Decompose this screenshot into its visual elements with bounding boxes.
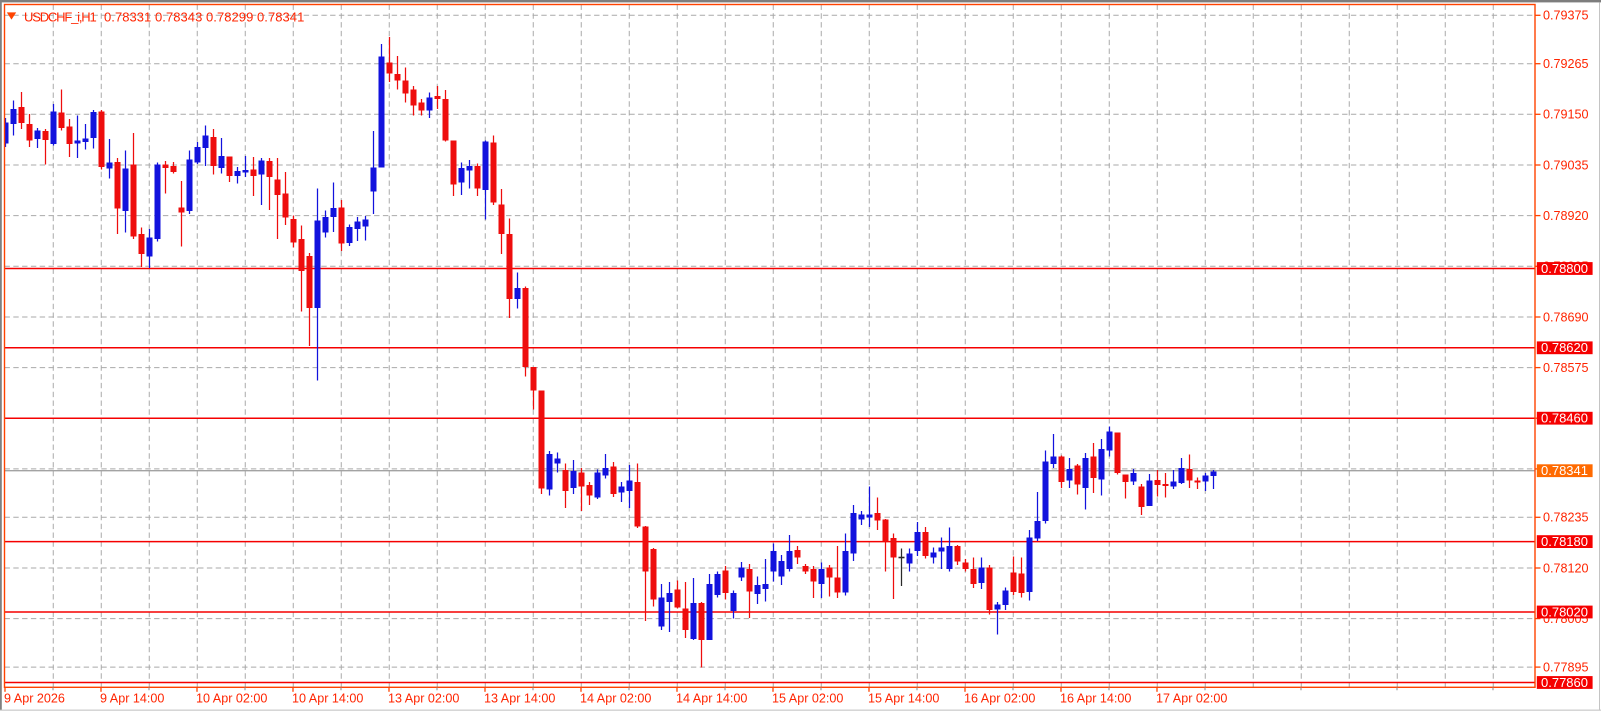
svg-text:15 Apr 14:00: 15 Apr 14:00 <box>868 692 939 706</box>
svg-text:USDCHF_i,H1: USDCHF_i,H1 <box>24 10 96 25</box>
svg-text:17 Apr 02:00: 17 Apr 02:00 <box>1156 692 1227 706</box>
svg-text:0.78620: 0.78620 <box>1541 340 1588 355</box>
svg-text:0.78800: 0.78800 <box>1541 261 1588 276</box>
svg-text:10 Apr 14:00: 10 Apr 14:00 <box>292 692 363 706</box>
svg-text:0.78120: 0.78120 <box>1543 561 1589 575</box>
svg-text:0.78020: 0.78020 <box>1541 604 1588 619</box>
svg-text:0.79375: 0.79375 <box>1543 9 1589 23</box>
svg-text:10 Apr 02:00: 10 Apr 02:00 <box>196 692 267 706</box>
svg-text:0.79265: 0.79265 <box>1543 57 1589 71</box>
svg-text:13 Apr 02:00: 13 Apr 02:00 <box>388 692 459 706</box>
svg-text:13 Apr 14:00: 13 Apr 14:00 <box>484 692 555 706</box>
svg-text:9 Apr 14:00: 9 Apr 14:00 <box>100 692 164 706</box>
svg-text:0.77895: 0.77895 <box>1543 661 1589 675</box>
svg-text:16 Apr 02:00: 16 Apr 02:00 <box>964 692 1035 706</box>
svg-text:16 Apr 14:00: 16 Apr 14:00 <box>1060 692 1131 706</box>
svg-text:0.77860: 0.77860 <box>1541 675 1588 690</box>
svg-text:0.79150: 0.79150 <box>1543 108 1589 122</box>
svg-text:0.78180: 0.78180 <box>1541 534 1588 549</box>
svg-text:9 Apr 2026: 9 Apr 2026 <box>4 692 65 706</box>
svg-text:0.78920: 0.78920 <box>1543 209 1589 223</box>
svg-text:14 Apr 02:00: 14 Apr 02:00 <box>580 692 651 706</box>
svg-text:0.78690: 0.78690 <box>1543 310 1589 324</box>
svg-text:0.78341: 0.78341 <box>1541 463 1588 478</box>
svg-text:0.78460: 0.78460 <box>1541 411 1588 426</box>
svg-text:15 Apr 02:00: 15 Apr 02:00 <box>772 692 843 706</box>
svg-text:14 Apr 14:00: 14 Apr 14:00 <box>676 692 747 706</box>
svg-text:0.79035: 0.79035 <box>1543 158 1589 172</box>
svg-text:0.78575: 0.78575 <box>1543 361 1589 375</box>
svg-text:0.78331 0.78343 0.78299 0.7834: 0.78331 0.78343 0.78299 0.78341 <box>104 10 304 25</box>
svg-text:0.78235: 0.78235 <box>1543 511 1589 525</box>
